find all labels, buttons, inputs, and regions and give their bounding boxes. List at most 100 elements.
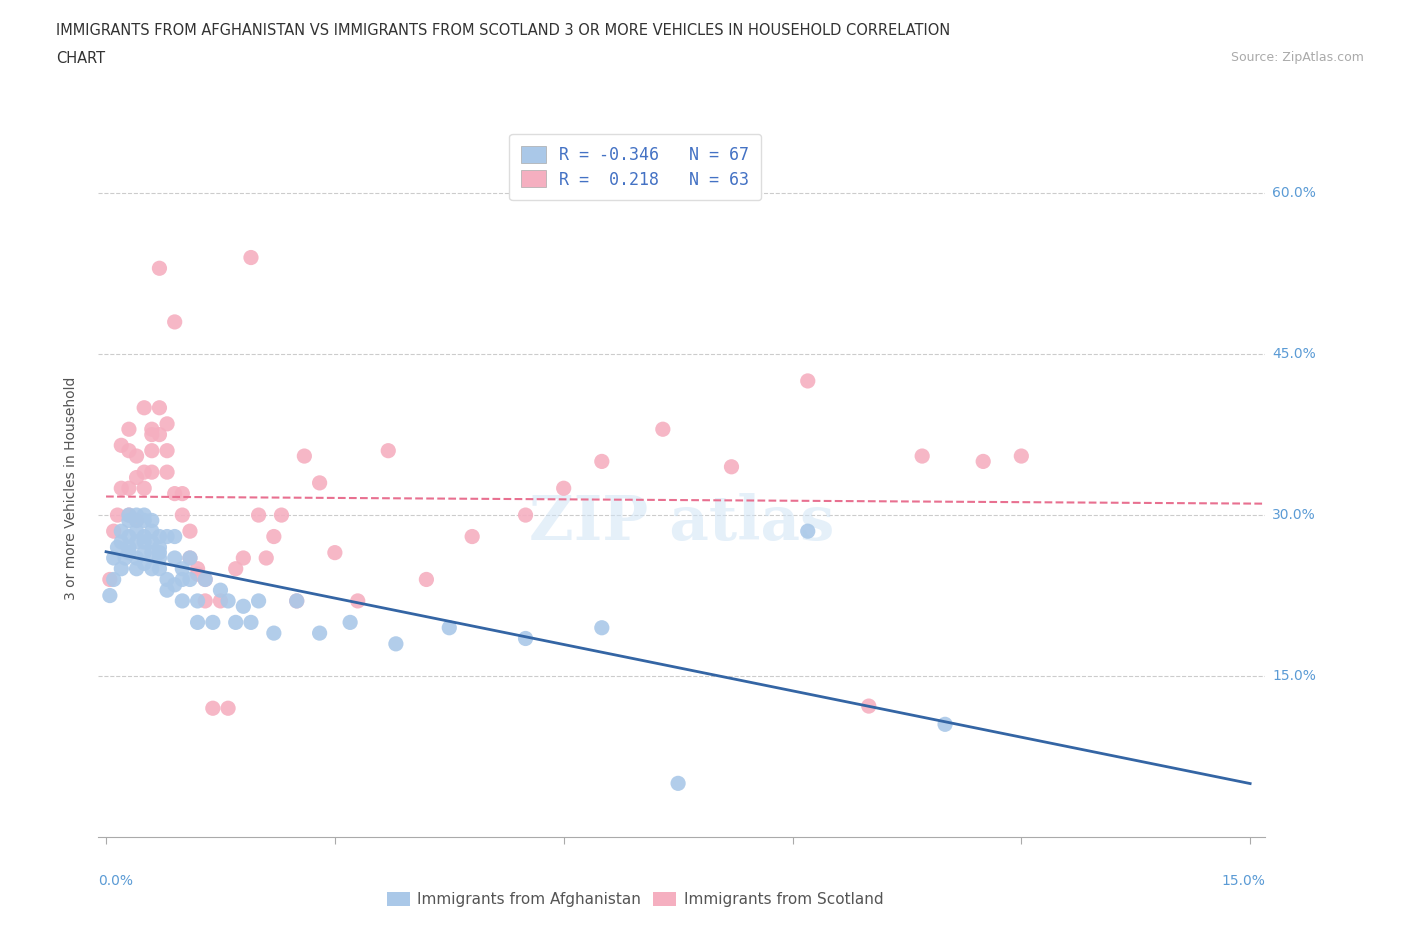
Point bbox=[141, 524, 163, 538]
Point bbox=[934, 717, 956, 732]
Point bbox=[666, 776, 689, 790]
Point bbox=[179, 551, 201, 565]
Point bbox=[141, 535, 163, 550]
Point bbox=[141, 562, 163, 577]
Text: CHART: CHART bbox=[56, 51, 105, 66]
Point bbox=[232, 599, 254, 614]
Point bbox=[187, 562, 209, 577]
Point bbox=[415, 572, 437, 587]
Point bbox=[385, 636, 408, 651]
Point bbox=[377, 444, 399, 458]
Text: IMMIGRANTS FROM AFGHANISTAN VS IMMIGRANTS FROM SCOTLAND 3 OR MORE VEHICLES IN HO: IMMIGRANTS FROM AFGHANISTAN VS IMMIGRANT… bbox=[56, 23, 950, 38]
Point bbox=[209, 583, 232, 598]
Point bbox=[141, 513, 163, 528]
Point bbox=[134, 535, 156, 550]
Point bbox=[148, 400, 170, 415]
Point bbox=[118, 481, 141, 496]
Point bbox=[339, 615, 361, 630]
Point bbox=[270, 508, 292, 523]
Point bbox=[292, 448, 315, 463]
Point bbox=[148, 539, 170, 554]
Point bbox=[110, 562, 132, 577]
Text: 45.0%: 45.0% bbox=[1272, 347, 1316, 361]
Point bbox=[134, 400, 156, 415]
Point bbox=[285, 593, 308, 608]
Point bbox=[163, 529, 186, 544]
Point bbox=[141, 427, 163, 442]
Point bbox=[107, 508, 129, 523]
Point bbox=[118, 422, 141, 437]
Point bbox=[125, 551, 148, 565]
Point bbox=[217, 593, 239, 608]
Point bbox=[911, 448, 934, 463]
Point bbox=[134, 529, 156, 544]
Point bbox=[225, 615, 247, 630]
Point bbox=[515, 508, 537, 523]
Point bbox=[187, 615, 209, 630]
Point bbox=[591, 620, 613, 635]
Point bbox=[308, 475, 330, 490]
Point bbox=[187, 566, 209, 581]
Point bbox=[134, 556, 156, 571]
Point bbox=[141, 545, 163, 560]
Text: 15.0%: 15.0% bbox=[1272, 669, 1316, 683]
Point bbox=[110, 524, 132, 538]
Point bbox=[591, 454, 613, 469]
Point bbox=[134, 508, 156, 523]
Point bbox=[651, 422, 673, 437]
Point bbox=[239, 250, 262, 265]
Point bbox=[1010, 448, 1032, 463]
Point bbox=[163, 578, 186, 592]
Point bbox=[156, 465, 179, 480]
Text: ZIP atlas: ZIP atlas bbox=[529, 493, 835, 553]
Point bbox=[141, 444, 163, 458]
Point bbox=[141, 465, 163, 480]
Point bbox=[179, 572, 201, 587]
Point bbox=[118, 513, 141, 528]
Point bbox=[247, 508, 270, 523]
Point bbox=[163, 314, 186, 329]
Point bbox=[179, 551, 201, 565]
Point bbox=[148, 529, 170, 544]
Point bbox=[125, 470, 148, 485]
Point bbox=[118, 545, 141, 560]
Point bbox=[125, 524, 148, 538]
Point bbox=[225, 562, 247, 577]
Point bbox=[439, 620, 461, 635]
Point bbox=[118, 539, 141, 554]
Point bbox=[148, 260, 170, 275]
Point bbox=[141, 422, 163, 437]
Point bbox=[103, 572, 125, 587]
Point bbox=[118, 508, 141, 523]
Text: 0.0%: 0.0% bbox=[98, 874, 134, 888]
Point bbox=[201, 701, 224, 716]
Point bbox=[239, 615, 262, 630]
Point bbox=[323, 545, 346, 560]
Point bbox=[148, 562, 170, 577]
Point bbox=[194, 572, 217, 587]
Point bbox=[125, 513, 148, 528]
Y-axis label: 3 or more Vehicles in Household: 3 or more Vehicles in Household bbox=[63, 377, 77, 600]
Text: 60.0%: 60.0% bbox=[1272, 186, 1316, 200]
Point bbox=[110, 481, 132, 496]
Point bbox=[172, 486, 194, 501]
Point bbox=[172, 593, 194, 608]
Point bbox=[134, 513, 156, 528]
Point bbox=[201, 615, 224, 630]
Text: 15.0%: 15.0% bbox=[1222, 874, 1265, 888]
Point bbox=[797, 374, 820, 389]
Point bbox=[217, 701, 239, 716]
Point bbox=[98, 572, 121, 587]
Legend: Immigrants from Afghanistan, Immigrants from Scotland: Immigrants from Afghanistan, Immigrants … bbox=[381, 885, 890, 913]
Point bbox=[285, 593, 308, 608]
Point bbox=[103, 551, 125, 565]
Text: 30.0%: 30.0% bbox=[1272, 508, 1316, 522]
Point bbox=[194, 593, 217, 608]
Point bbox=[232, 551, 254, 565]
Point bbox=[308, 626, 330, 641]
Point bbox=[156, 529, 179, 544]
Point bbox=[156, 572, 179, 587]
Point bbox=[172, 562, 194, 577]
Point bbox=[263, 626, 285, 641]
Point bbox=[247, 593, 270, 608]
